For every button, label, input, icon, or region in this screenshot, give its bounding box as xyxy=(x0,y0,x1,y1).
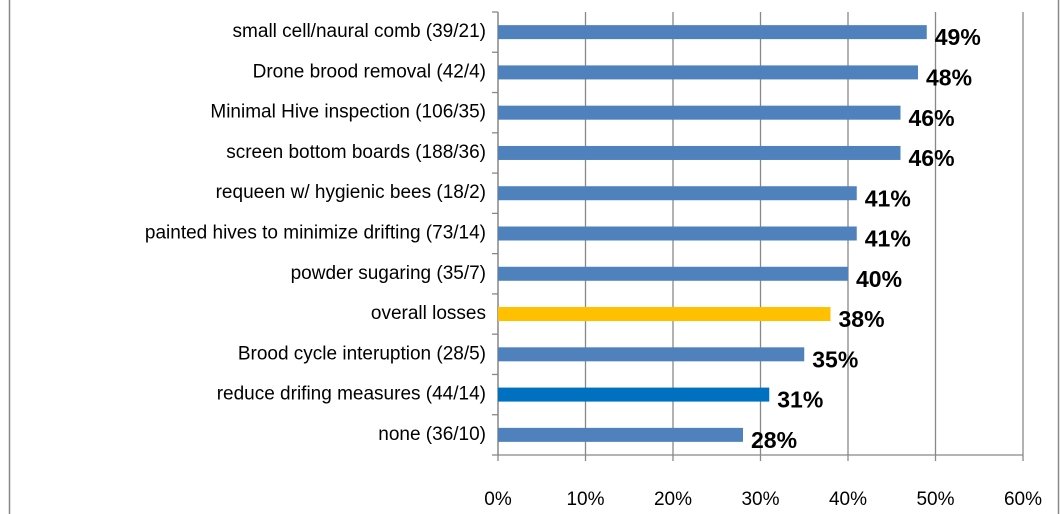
y-tick-label: Brood cycle interuption (28/5) xyxy=(238,343,486,364)
bar xyxy=(498,427,743,442)
bar xyxy=(498,186,857,201)
y-tick-label: painted hives to minimize drifting (73/1… xyxy=(145,223,486,244)
y-tick-label: Minimal Hive inspection (106/35) xyxy=(210,102,486,123)
value-label: 49% xyxy=(935,24,981,50)
value-label: 41% xyxy=(865,185,911,211)
x-tick-label: 40% xyxy=(829,489,867,510)
value-label: 28% xyxy=(751,427,797,453)
value-label: 48% xyxy=(926,64,972,90)
bar xyxy=(498,65,918,80)
value-label: 46% xyxy=(909,105,955,131)
bar xyxy=(498,226,857,241)
x-tick-label: 10% xyxy=(566,489,604,510)
x-tick-label: 30% xyxy=(741,489,779,510)
bar xyxy=(498,307,831,322)
y-tick-label: small cell/naural comb (39/21) xyxy=(233,21,486,42)
y-tick-label: requeen w/ hygienic bees (18/2) xyxy=(216,182,486,203)
x-tick-label: 0% xyxy=(484,489,512,510)
x-tick-label: 50% xyxy=(916,489,954,510)
value-label: 35% xyxy=(812,346,858,372)
bar xyxy=(498,105,901,120)
value-label: 40% xyxy=(856,266,902,292)
bar xyxy=(498,25,927,40)
x-tick-label: 20% xyxy=(654,489,692,510)
y-tick-label: reduce drifing measures (44/14) xyxy=(217,384,486,405)
bar xyxy=(498,347,805,362)
value-label: 31% xyxy=(777,387,823,413)
y-tick-label: overall losses xyxy=(371,303,486,324)
value-label: 41% xyxy=(865,226,911,252)
bar xyxy=(498,266,848,281)
y-tick-label: none (36/10) xyxy=(378,424,486,445)
value-label: 46% xyxy=(909,145,955,171)
chart-border xyxy=(8,0,1060,514)
bar xyxy=(498,387,770,402)
bar xyxy=(498,145,901,160)
x-tick-label: 60% xyxy=(1004,489,1042,510)
y-tick-label: screen bottom boards (188/36) xyxy=(226,142,486,163)
value-label: 38% xyxy=(839,306,885,332)
y-tick-label: powder sugaring (35/7) xyxy=(291,263,486,284)
y-tick-label: Drone brood removal (42/4) xyxy=(253,61,486,82)
